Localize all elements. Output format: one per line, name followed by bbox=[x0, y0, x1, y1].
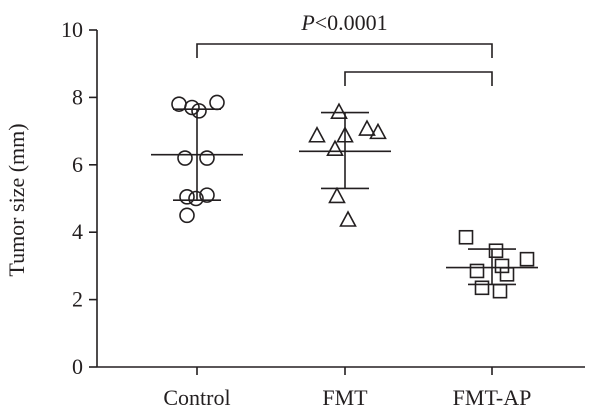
y-tick-label: 10 bbox=[61, 17, 83, 42]
data-point-circle bbox=[199, 150, 215, 166]
data-point-triangle bbox=[369, 122, 387, 140]
data-point-triangle bbox=[339, 210, 357, 227]
x-ticks: Control FMT FMT-AP bbox=[163, 367, 531, 410]
x-tick-label: FMT bbox=[322, 385, 368, 410]
data-point-square bbox=[499, 267, 515, 282]
data-point-circle bbox=[177, 150, 193, 166]
data-point-square bbox=[458, 229, 474, 245]
y-tick-label: 4 bbox=[72, 219, 83, 244]
x-tick-label: FMT-AP bbox=[453, 385, 532, 410]
significance-label: P<0.0001 bbox=[300, 10, 387, 35]
y-axis: 0 2 4 6 8 10 Tumor size (mm) bbox=[4, 17, 98, 379]
data-point-triangle bbox=[328, 186, 346, 204]
y-tick-label: 6 bbox=[72, 152, 83, 177]
y-ticks: 0 2 4 6 8 10 bbox=[61, 17, 97, 379]
data-point-square bbox=[494, 258, 510, 274]
data-point-triangle bbox=[308, 126, 326, 143]
data-point-square bbox=[469, 263, 485, 279]
data-point-triangle bbox=[330, 102, 348, 119]
data-point-circle bbox=[184, 99, 200, 116]
data-point-circle bbox=[191, 103, 207, 119]
data-point-circle bbox=[209, 94, 225, 111]
data-point-square bbox=[492, 283, 508, 299]
data-point-triangle bbox=[326, 139, 344, 157]
data-point-circle bbox=[188, 190, 204, 207]
y-tick-label: 8 bbox=[72, 84, 83, 109]
data-point-square bbox=[519, 251, 535, 267]
x-axis: Control FMT FMT-AP bbox=[97, 366, 585, 410]
data-point-triangle bbox=[358, 119, 376, 136]
y-axis-label: Tumor size (mm) bbox=[4, 123, 29, 276]
error-bars bbox=[151, 108, 538, 286]
y-tick-label: 2 bbox=[72, 287, 83, 312]
data-point-circle bbox=[199, 187, 215, 203]
significance-bracket bbox=[344, 71, 493, 86]
data-point-circle bbox=[179, 207, 195, 224]
y-tick-label: 0 bbox=[72, 354, 83, 379]
data-points bbox=[171, 94, 535, 299]
x-tick-label: Control bbox=[163, 385, 230, 410]
data-point-square bbox=[474, 280, 490, 296]
significance-bracket bbox=[196, 43, 493, 58]
data-point-square bbox=[488, 243, 504, 259]
data-point-circle bbox=[179, 189, 195, 205]
significance-brackets: P<0.0001 bbox=[196, 10, 493, 86]
